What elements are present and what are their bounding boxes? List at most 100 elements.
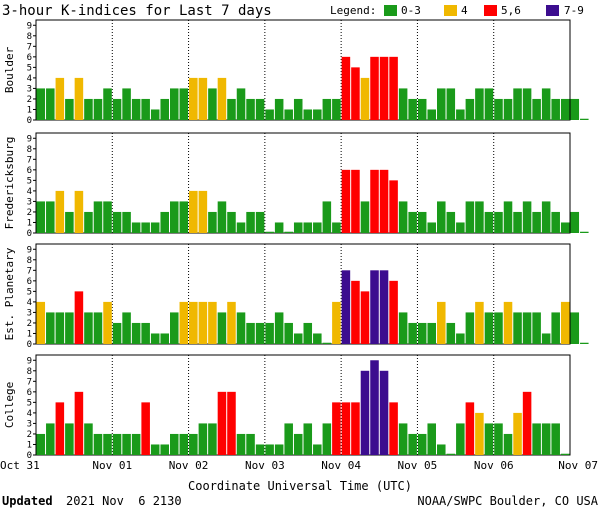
kindex-bar xyxy=(246,211,255,233)
y-tick-label: 1 xyxy=(27,105,32,115)
y-tick-label: 0 xyxy=(27,229,32,239)
kindex-bar xyxy=(332,98,341,120)
kindex-bar xyxy=(408,211,417,233)
station-panels: 0123456789Boulder0123456789Fredericksbur… xyxy=(3,19,589,461)
y-tick-label: 2 xyxy=(27,430,32,440)
kindex-bar xyxy=(36,201,46,233)
kindex-bar xyxy=(370,360,379,455)
kindex-bar xyxy=(246,98,255,120)
kindex-bar xyxy=(284,231,293,233)
y-tick-label: 8 xyxy=(27,145,32,155)
y-tick-label: 7 xyxy=(27,377,32,387)
kindex-bar xyxy=(284,322,293,344)
kindex-bar xyxy=(55,190,65,233)
kindex-bar xyxy=(227,301,236,344)
kindex-bar xyxy=(437,201,446,233)
kindex-bar xyxy=(351,67,360,120)
kindex-bar xyxy=(141,222,150,233)
kindex-bar xyxy=(398,88,408,120)
kindex-bar xyxy=(74,190,84,233)
kindex-bar xyxy=(112,211,122,233)
kindex-bar xyxy=(255,444,265,455)
updated-label: Updated xyxy=(2,494,53,508)
kindex-bar xyxy=(265,444,274,455)
kindex-bar xyxy=(303,322,313,344)
updated-value: 2021 Nov 6 2130 xyxy=(66,494,182,508)
y-tick-label: 4 xyxy=(27,74,32,84)
y-tick-label: 2 xyxy=(27,95,32,105)
kindex-bar xyxy=(179,201,189,233)
y-tick-label: 0 xyxy=(27,340,32,350)
kindex-bar xyxy=(389,280,398,344)
kindex-bar xyxy=(160,333,169,344)
kindex-bar xyxy=(55,77,65,120)
kindex-bar xyxy=(236,312,246,344)
kindex-bar xyxy=(293,433,303,455)
kindex-bar xyxy=(141,98,150,120)
legend: Legend: 0-3 4 5,6 7-9 xyxy=(330,4,584,17)
x-tick-label: Nov 02 xyxy=(169,459,209,472)
chart-title: 3-hour K-indices for Last 7 days xyxy=(2,3,272,19)
kindex-bar xyxy=(541,423,551,455)
kindex-bar xyxy=(122,433,131,455)
y-tick-label: 6 xyxy=(27,53,32,63)
kindex-bar xyxy=(332,222,341,233)
kindex-bar xyxy=(408,98,417,120)
kindex-bar xyxy=(360,77,370,120)
y-tick-label: 6 xyxy=(27,277,32,287)
kindex-bar xyxy=(446,88,456,120)
kindex-bar xyxy=(379,370,389,455)
kindex-bar xyxy=(293,333,303,344)
kindex-bar xyxy=(551,211,560,233)
kindex-bar xyxy=(417,322,427,344)
kindex-bar xyxy=(112,322,122,344)
panel-frame xyxy=(35,19,571,121)
kindex-bar xyxy=(484,88,494,120)
kindex-bar xyxy=(341,169,351,233)
y-tick-label: 7 xyxy=(27,155,32,165)
kindex-bar xyxy=(93,201,103,233)
x-tick-label: Nov 04 xyxy=(321,459,361,472)
kindex-bar xyxy=(284,423,293,455)
y-tick-label: 8 xyxy=(27,367,32,377)
kindex-bar xyxy=(351,402,360,455)
y-tick-label: 8 xyxy=(27,256,32,266)
kindex-bar xyxy=(570,312,580,344)
kindex-bar xyxy=(170,433,179,455)
kindex-bar xyxy=(456,423,465,455)
kindex-bar xyxy=(170,88,179,120)
kindex-bar xyxy=(150,333,160,344)
y-tick-label: 3 xyxy=(27,197,32,207)
kindex-bar xyxy=(293,98,303,120)
y-tick-label: 9 xyxy=(27,134,32,144)
y-tick-label: 4 xyxy=(27,298,32,308)
y-tick-label: 5 xyxy=(27,176,32,186)
kindex-bar xyxy=(103,433,112,455)
kindex-bar xyxy=(360,201,370,233)
kindex-bar xyxy=(93,98,103,120)
kindex-bar xyxy=(179,301,189,344)
kindex-bar xyxy=(494,423,503,455)
kindex-bar xyxy=(370,56,379,120)
y-tick-label: 3 xyxy=(27,308,32,318)
kindex-bar xyxy=(560,98,570,120)
kindex-bar xyxy=(284,109,293,120)
kindex-bar xyxy=(522,391,532,455)
kindex-bar xyxy=(160,211,169,233)
kindex-bar xyxy=(74,77,84,120)
kindex-bar xyxy=(322,201,332,233)
kindex-bar xyxy=(580,118,589,120)
kindex-bar xyxy=(341,56,351,120)
kindex-bar xyxy=(112,98,122,120)
kindex-bar xyxy=(437,301,446,344)
kindex-bar xyxy=(389,180,398,233)
kindex-bar xyxy=(131,322,141,344)
kindex-bar xyxy=(141,402,150,455)
kindex-bar xyxy=(208,423,217,455)
y-tick-label: 6 xyxy=(27,388,32,398)
kindex-bar xyxy=(65,423,74,455)
kindex-bar xyxy=(36,88,46,120)
